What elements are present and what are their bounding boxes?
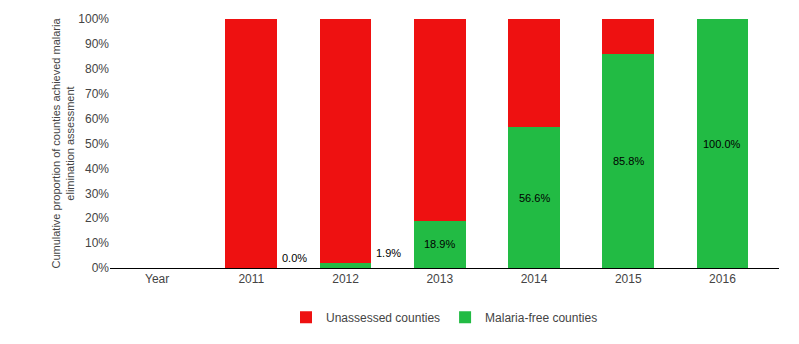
- svg-text:10%: 10%: [85, 236, 109, 250]
- svg-text:40%: 40%: [85, 162, 109, 176]
- svg-text:56.6%: 56.6%: [519, 192, 550, 204]
- svg-text:2012: 2012: [332, 272, 359, 286]
- svg-text:90%: 90%: [85, 37, 109, 51]
- svg-text:Cumulative proportion of count: Cumulative proportion of counties achiev…: [50, 18, 76, 269]
- svg-text:18.9%: 18.9%: [424, 238, 455, 250]
- svg-text:Malaria-free counties: Malaria-free counties: [485, 311, 597, 325]
- svg-text:2014: 2014: [521, 272, 548, 286]
- svg-text:50%: 50%: [85, 137, 109, 151]
- svg-text:2013: 2013: [426, 272, 453, 286]
- svg-text:100%: 100%: [78, 12, 109, 26]
- svg-text:80%: 80%: [85, 62, 109, 76]
- svg-text:60%: 60%: [85, 112, 109, 126]
- svg-text:100.0%: 100.0%: [703, 138, 741, 150]
- svg-text:Unassessed counties: Unassessed counties: [326, 311, 440, 325]
- svg-text:85.8%: 85.8%: [613, 155, 644, 167]
- svg-text:2011: 2011: [238, 272, 264, 286]
- svg-text:0.0%: 0.0%: [282, 252, 307, 264]
- svg-text:20%: 20%: [85, 211, 109, 225]
- svg-text:2016: 2016: [709, 272, 736, 286]
- svg-text:0%: 0%: [92, 261, 110, 275]
- svg-text:1.9%: 1.9%: [376, 247, 401, 259]
- svg-text:70%: 70%: [85, 87, 109, 101]
- svg-text:Year: Year: [145, 272, 169, 286]
- svg-text:30%: 30%: [85, 187, 109, 201]
- svg-text:2015: 2015: [615, 272, 642, 286]
